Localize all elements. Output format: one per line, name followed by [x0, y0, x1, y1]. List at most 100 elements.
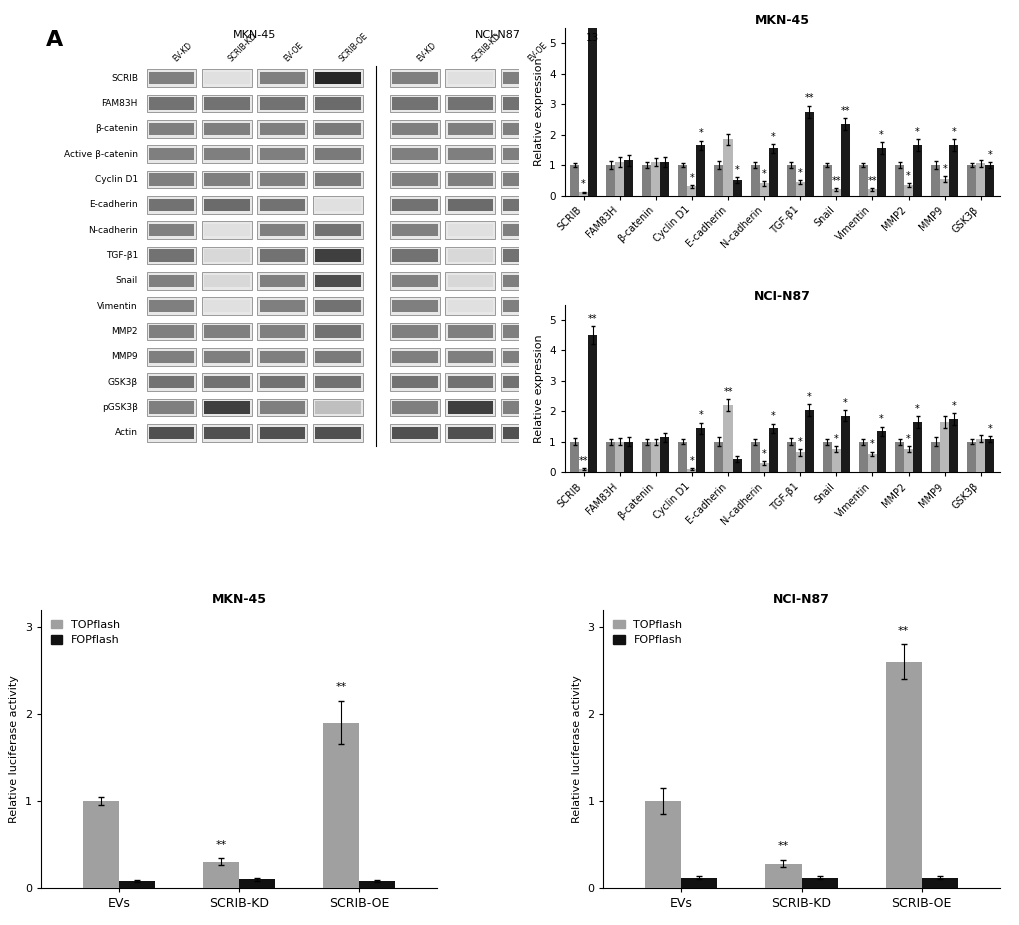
- Text: EV-OE: EV-OE: [525, 41, 548, 63]
- Text: *: *: [797, 438, 802, 448]
- Text: *: *: [834, 434, 838, 444]
- Bar: [832, 190, 840, 195]
- Bar: [966, 165, 975, 195]
- Bar: [502, 97, 548, 110]
- Bar: [149, 275, 194, 287]
- Bar: [260, 148, 305, 160]
- Bar: [203, 862, 238, 888]
- Bar: [313, 171, 363, 189]
- Bar: [447, 250, 492, 262]
- Bar: [315, 300, 360, 313]
- Bar: [713, 165, 722, 195]
- Bar: [722, 405, 732, 473]
- Bar: [558, 148, 603, 160]
- Bar: [257, 120, 307, 138]
- Bar: [392, 199, 437, 211]
- Bar: [257, 196, 307, 214]
- Bar: [204, 123, 250, 135]
- Bar: [149, 326, 194, 338]
- Bar: [502, 401, 548, 413]
- Bar: [445, 196, 495, 214]
- Bar: [260, 250, 305, 262]
- Text: NCI-N87: NCI-N87: [475, 31, 521, 40]
- Bar: [558, 224, 603, 237]
- Bar: [204, 275, 250, 287]
- Bar: [940, 179, 949, 195]
- Bar: [202, 323, 252, 340]
- Bar: [204, 351, 250, 364]
- Bar: [445, 145, 495, 163]
- Bar: [147, 348, 197, 365]
- Bar: [556, 399, 605, 416]
- Bar: [313, 69, 363, 87]
- Bar: [920, 878, 957, 888]
- Bar: [313, 424, 363, 442]
- Bar: [392, 351, 437, 364]
- Title: NCI-N87: NCI-N87: [753, 290, 810, 303]
- Bar: [315, 426, 360, 439]
- Bar: [558, 97, 603, 110]
- Text: 13: 13: [585, 32, 598, 43]
- Bar: [687, 186, 696, 195]
- Text: SCRIB-KD: SCRIB-KD: [226, 31, 259, 63]
- Bar: [147, 247, 197, 265]
- Text: *: *: [951, 401, 955, 411]
- Text: *: *: [986, 424, 991, 434]
- Bar: [313, 298, 363, 315]
- Bar: [313, 145, 363, 163]
- Bar: [445, 323, 495, 340]
- Bar: [315, 376, 360, 388]
- Bar: [315, 401, 360, 413]
- Bar: [502, 426, 548, 439]
- Bar: [119, 881, 155, 888]
- Bar: [605, 165, 614, 195]
- Bar: [894, 165, 903, 195]
- Text: *: *: [914, 403, 919, 413]
- Text: **: **: [215, 840, 226, 850]
- Text: *: *: [878, 130, 883, 140]
- Bar: [579, 469, 588, 473]
- Text: N-cadherin: N-cadherin: [88, 226, 138, 235]
- Bar: [257, 94, 307, 113]
- Bar: [500, 272, 550, 290]
- Bar: [840, 124, 849, 195]
- Bar: [147, 374, 197, 391]
- Bar: [445, 247, 495, 265]
- Bar: [392, 426, 437, 439]
- Bar: [445, 221, 495, 240]
- Text: *: *: [770, 131, 774, 142]
- Bar: [389, 298, 439, 315]
- Bar: [257, 247, 307, 265]
- Bar: [502, 275, 548, 287]
- Bar: [257, 374, 307, 391]
- Bar: [500, 323, 550, 340]
- Bar: [614, 162, 624, 195]
- Bar: [149, 250, 194, 262]
- Bar: [642, 442, 650, 473]
- Text: *: *: [905, 434, 910, 444]
- Text: *: *: [942, 164, 947, 174]
- Bar: [315, 351, 360, 364]
- Bar: [732, 459, 741, 473]
- Bar: [804, 410, 813, 473]
- Bar: [447, 173, 492, 186]
- Bar: [260, 401, 305, 413]
- Bar: [260, 275, 305, 287]
- Bar: [313, 399, 363, 416]
- Bar: [447, 199, 492, 211]
- Bar: [502, 224, 548, 237]
- Y-axis label: Relative expression: Relative expression: [533, 57, 543, 166]
- Bar: [149, 300, 194, 313]
- Bar: [556, 221, 605, 240]
- Bar: [204, 401, 250, 413]
- Bar: [447, 351, 492, 364]
- Bar: [624, 160, 633, 195]
- Bar: [315, 199, 360, 211]
- Text: *: *: [698, 129, 703, 139]
- Bar: [149, 376, 194, 388]
- Bar: [83, 801, 119, 888]
- Bar: [147, 272, 197, 290]
- Bar: [556, 374, 605, 391]
- Bar: [556, 348, 605, 365]
- Bar: [313, 374, 363, 391]
